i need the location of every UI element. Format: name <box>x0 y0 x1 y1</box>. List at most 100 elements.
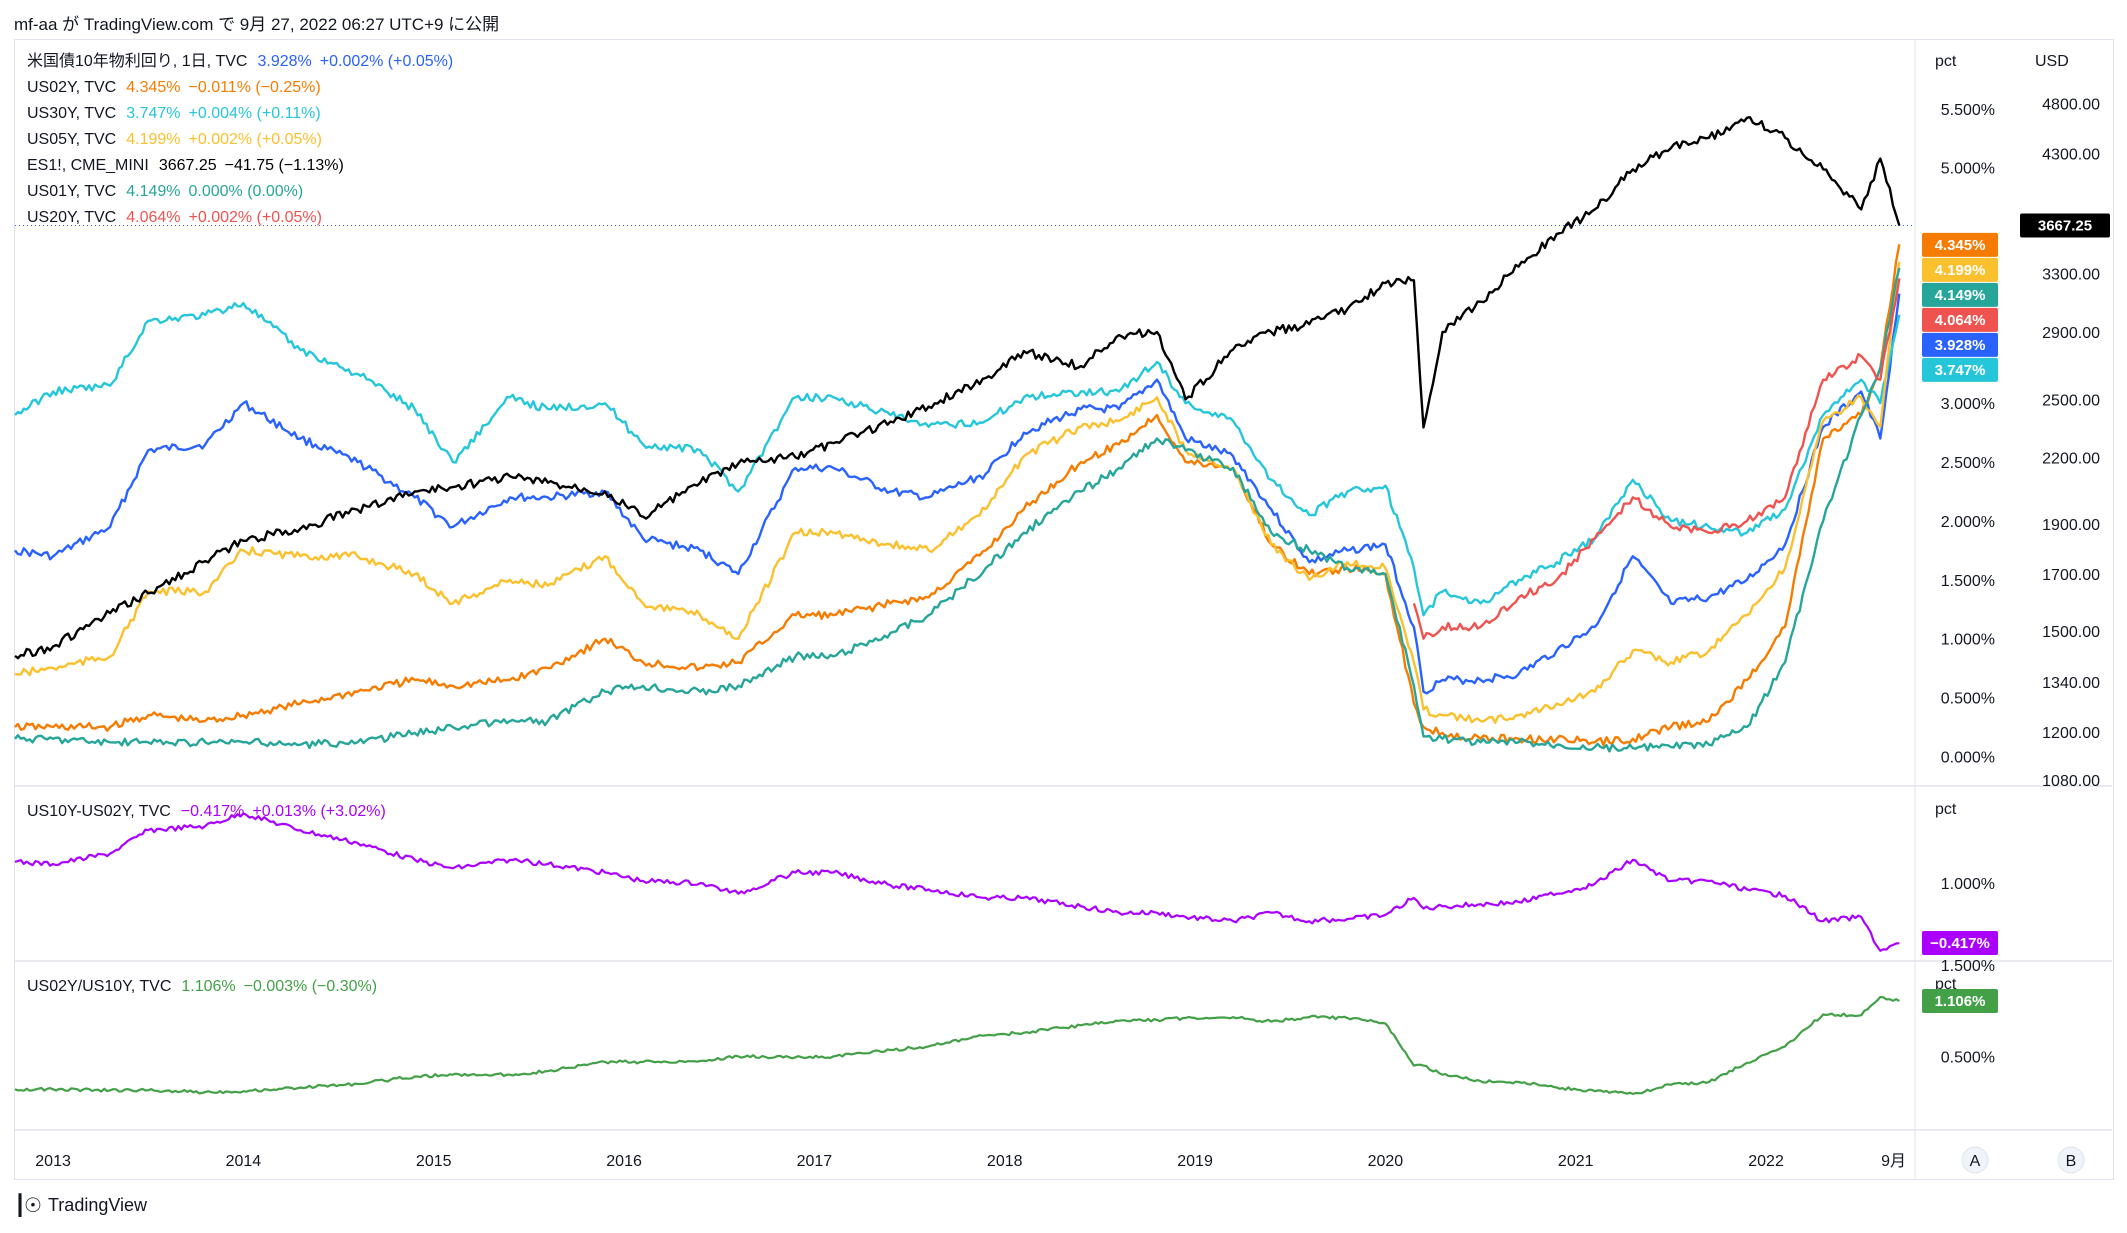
legend-series-change: +0.013% (+3.02%) <box>252 803 386 820</box>
legend-series-value: −0.417% <box>180 803 245 820</box>
legend-main: 米国債10年物利回り, 1日, TVC 3.928% +0.002% (+0.05%… <box>27 49 461 231</box>
legend-spread: US10Y-US02Y, TVC −0.417% +0.013% (+3.02%) <box>27 799 394 825</box>
x-tick-label: 2014 <box>226 1153 262 1170</box>
y-left-tick-label: 5.500% <box>1941 102 1995 119</box>
legend-series-name: US30Y, TVC <box>27 105 117 122</box>
legend-series-value: 3667.25 <box>158 157 217 174</box>
y-left-tick-label: 0.000% <box>1941 749 1995 766</box>
series-line-us10y <box>14 293 1901 695</box>
y-right-tick-label: 2200.00 <box>2042 450 2100 467</box>
legend-row[interactable]: US30Y, TVC 3.747% +0.004% (+0.11%) <box>27 101 461 127</box>
legend-row[interactable]: 米国債10年物利回り, 1日, TVC 3.928% +0.002% (+0.05%… <box>27 49 461 75</box>
price-tag: 3667.25 <box>2020 213 2110 238</box>
legend-row[interactable]: US02Y/US10Y, TVC 1.106% −0.003% (−0.30%) <box>27 974 385 1000</box>
price-tag-label: 4.345% <box>1935 237 1986 254</box>
legend-series-value: 4.199% <box>126 131 181 148</box>
scale-button-label: A <box>1970 1153 1981 1170</box>
y-left-tick-label: 3.000% <box>1941 396 1995 413</box>
legend-series-name: US02Y, TVC <box>27 79 117 96</box>
price-tag: 4.345% <box>1922 232 1998 257</box>
y-right-tick-label: 2900.00 <box>2042 325 2100 342</box>
y-right-tick-label: 1340.00 <box>2042 675 2100 692</box>
price-tag-label: 4.199% <box>1935 262 1986 279</box>
legend-series-name: US01Y, TVC <box>27 183 117 200</box>
price-tag-bg <box>1922 232 1998 257</box>
tv-logo-icon: ┃☉ <box>14 1195 42 1217</box>
price-tag-bg <box>1922 307 1998 332</box>
price-tag: 4.199% <box>1922 257 1998 282</box>
price-tag-bg <box>1922 357 1998 382</box>
x-tick-label: 2018 <box>987 1153 1023 1170</box>
legend-series-change: +0.004% (+0.11%) <box>188 105 321 122</box>
y-right-tick-label: 1500.00 <box>2042 624 2100 641</box>
publish-header: mf-aa が TradingView.com で 9月 27, 2022 06… <box>14 15 500 34</box>
legend-series-change: −0.011% (−0.25%) <box>188 79 321 96</box>
x-tick-label: 9月 <box>1881 1153 1906 1170</box>
axis-unit-pct: pct <box>1935 53 1957 70</box>
legend-ratio: US02Y/US10Y, TVC 1.106% −0.003% (−0.30%) <box>27 974 385 1000</box>
price-tag: 1.106% <box>1922 989 1998 1014</box>
y-left-tick-label: 2.500% <box>1941 455 1995 472</box>
x-tick-label: 2021 <box>1558 1153 1594 1170</box>
x-tick-label: 2022 <box>1748 1153 1784 1170</box>
price-tag-bg <box>1922 257 1998 282</box>
scale-button-b[interactable]: B <box>2057 1146 2085 1174</box>
scale-button-bg <box>1961 1146 1989 1174</box>
price-tag-bg <box>1922 989 1998 1014</box>
legend-series-value: 3.747% <box>126 105 181 122</box>
legend-series-name: US10Y-US02Y, TVC <box>27 803 171 820</box>
y-right-tick-label: 1700.00 <box>2042 567 2100 584</box>
legend-series-change: +0.002% (+0.05%) <box>319 53 454 70</box>
scale-button-bg <box>2057 1146 2085 1174</box>
x-tick-label: 2019 <box>1177 1153 1213 1170</box>
legend-row[interactable]: US05Y, TVC 4.199% +0.002% (+0.05%) <box>27 127 461 153</box>
price-tag-bg <box>1922 332 1998 357</box>
legend-series-value: 4.149% <box>126 183 181 200</box>
x-tick-label: 2013 <box>35 1153 71 1170</box>
legend-series-value: 3.928% <box>257 53 312 70</box>
axis-unit-usd: USD <box>2035 53 2069 70</box>
price-tag-label: 3.928% <box>1935 337 1986 354</box>
legend-row[interactable]: ES1!, CME_MINI 3667.25 −41.75 (−1.13%) <box>27 153 461 179</box>
price-tag-label: 4.064% <box>1935 312 1986 329</box>
price-tag-label: 4.149% <box>1935 287 1986 304</box>
legend-row[interactable]: US20Y, TVC 4.064% +0.002% (+0.05%) <box>27 205 461 231</box>
price-tag-bg <box>2020 213 2110 238</box>
axis-unit-pct: pct <box>1935 976 1957 993</box>
y-left-tick-label: 1.500% <box>1941 573 1995 590</box>
series-line-us05y <box>14 261 1901 724</box>
series-line-us02y <box>14 244 1901 747</box>
price-tag: 3.928% <box>1922 332 1998 357</box>
scale-button-label: B <box>2066 1153 2077 1170</box>
x-tick-label: 2017 <box>797 1153 833 1170</box>
legend-series-change: −41.75 (−1.13%) <box>224 157 344 174</box>
y-ratio-tick-label: 1.500% <box>1941 958 1995 975</box>
brand-name: TradingView <box>47 1195 148 1215</box>
legend-row[interactable]: US02Y, TVC 4.345% −0.011% (−0.25%) <box>27 75 461 101</box>
x-tick-label: 2016 <box>606 1153 642 1170</box>
price-tag-bg <box>1922 931 1998 956</box>
legend-series-name: ES1!, CME_MINI <box>27 157 149 174</box>
scale-button-a[interactable]: A <box>1961 1146 1989 1174</box>
legend-series-change: +0.002% (+0.05%) <box>188 209 322 226</box>
x-tick-label: 2020 <box>1368 1153 1404 1170</box>
series-line-us20y <box>1412 278 1901 640</box>
series-line-spread <box>14 812 1900 952</box>
price-tag-label: −0.417% <box>1930 935 1990 952</box>
y-right-tick-label: 1080.00 <box>2042 773 2100 790</box>
y-right-tick-label: 2500.00 <box>2042 392 2100 409</box>
legend-series-change: −0.003% (−0.30%) <box>243 978 378 995</box>
y-right-tick-label: 1200.00 <box>2042 725 2100 742</box>
legend-row[interactable]: US10Y-US02Y, TVC −0.417% +0.013% (+3.02%) <box>27 799 394 825</box>
price-tag: −0.417% <box>1922 931 1998 956</box>
price-tag-bg <box>1922 282 1998 307</box>
legend-series-value: 4.345% <box>126 79 181 96</box>
series-line-ratio <box>14 995 1900 1095</box>
legend-series-change: +0.002% (+0.05%) <box>188 131 322 148</box>
legend-row[interactable]: US01Y, TVC 4.149% 0.000% (0.00%) <box>27 179 461 205</box>
y-left-tick-label: 5.000% <box>1941 161 1995 178</box>
footer: ┃☉ TradingView <box>14 1193 147 1218</box>
price-tag-label: 1.106% <box>1935 993 1986 1010</box>
y-spread-tick-label: 1.000% <box>1941 876 1995 893</box>
